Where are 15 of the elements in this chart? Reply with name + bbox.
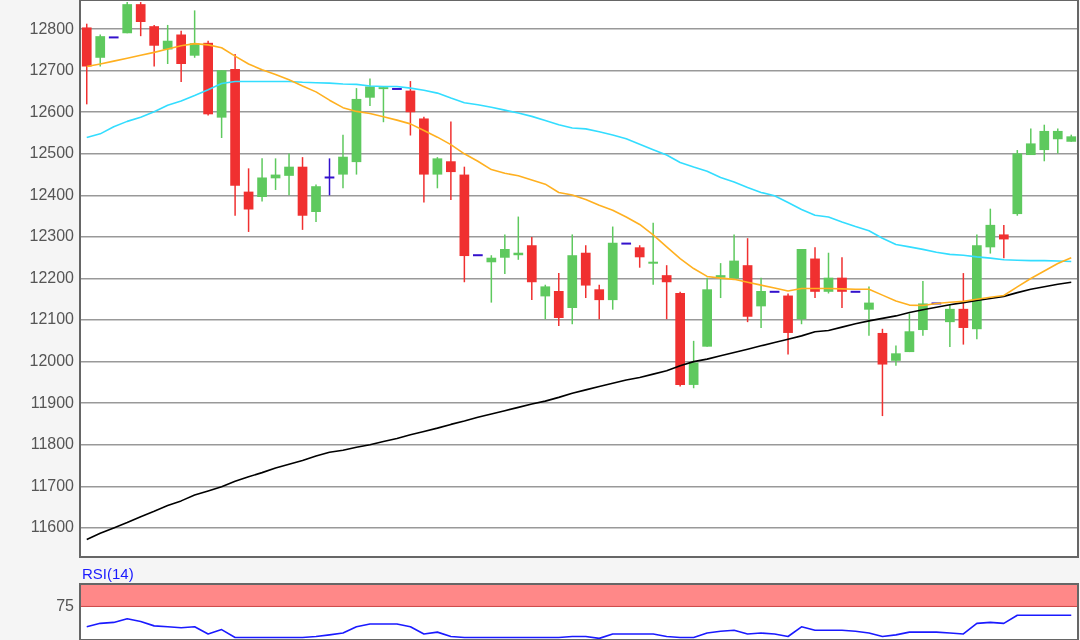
y-tick-label: 12600: [29, 102, 75, 120]
y-tick-label: 12700: [29, 61, 75, 79]
y-tick-label: 12800: [29, 19, 75, 37]
y-tick-label: 12300: [29, 227, 75, 245]
text: 75: [56, 596, 75, 614]
y-tick-label: 12500: [29, 144, 75, 162]
y-tick-label: 12200: [29, 268, 75, 286]
y-tick-label: 11600: [30, 518, 75, 536]
y-tick-label: 11800: [30, 435, 75, 453]
y-tick-label: 11700: [30, 476, 75, 494]
y-tick-label: 11900: [30, 393, 75, 411]
chart-title: RSI(14): [82, 564, 134, 582]
y-tick-label: 12000: [29, 352, 75, 370]
y-tick-label: 12400: [29, 185, 75, 203]
y-tick-label: 12100: [29, 310, 75, 328]
